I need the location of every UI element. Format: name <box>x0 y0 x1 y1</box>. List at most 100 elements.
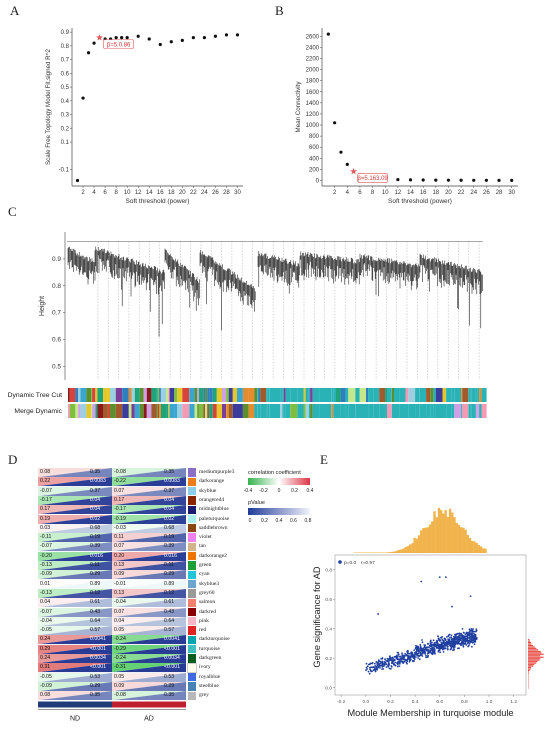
data-point <box>472 178 476 182</box>
ad-correlation-cell <box>112 672 186 682</box>
dynamic-tree-cut-band <box>107 388 110 402</box>
merge-dynamic-band <box>468 404 471 418</box>
merge-dynamic-band <box>479 404 482 418</box>
gene-point <box>475 629 478 632</box>
pvalue-text: 0.02 <box>164 515 175 522</box>
gene-point <box>456 637 459 640</box>
panel-label-a: A <box>10 3 20 18</box>
module-color-swatch <box>187 662 197 674</box>
module-legend-item: green <box>188 561 248 570</box>
dynamic-tree-cut-band <box>226 388 229 402</box>
top-marginal-bar <box>484 548 487 553</box>
correlation-text: -0.29 <box>114 645 126 652</box>
x-tick-label: 28 <box>223 190 230 196</box>
nd-pvalue-cell <box>38 505 112 515</box>
y-tick-label: 0 <box>316 178 320 184</box>
pvalue-text: 0.61 <box>90 599 101 606</box>
heatmap-row: -0.20 0.016 0.20 0.016 <box>38 551 186 561</box>
gene-point-outlier <box>451 605 453 608</box>
gene-point <box>475 637 478 640</box>
dynamic-tree-cut-band <box>435 388 443 402</box>
correlation-text: 0.08 <box>40 692 51 699</box>
dynamic-tree-cut-band <box>169 388 175 402</box>
x-tick-label: 0.8 <box>461 699 468 705</box>
dynamic-tree-cut-band <box>139 388 144 402</box>
pvalue-text: 0.12 <box>90 589 101 596</box>
data-point <box>86 51 91 55</box>
annotation-marker <box>338 560 342 564</box>
top-marginal-bar <box>353 552 356 553</box>
correlation-text: -0.24 <box>114 655 126 661</box>
top-marginal-bar <box>373 552 376 553</box>
nd-correlation-cell <box>38 514 112 524</box>
data-point <box>326 32 330 36</box>
nd-correlation-cell <box>38 486 112 496</box>
heatmap-row: -0.09 0.29 0.09 0.29 <box>38 570 186 580</box>
nd-pvalue-cell <box>38 663 112 673</box>
gene-point <box>456 633 458 636</box>
gene-point <box>461 637 463 640</box>
merge-dynamic-band <box>91 404 93 418</box>
ad-correlation-cell <box>112 616 186 627</box>
nd-pvalue-cell <box>38 635 112 645</box>
gene-point <box>370 670 372 673</box>
module-color-swatch <box>188 607 196 617</box>
right-marginal-bar <box>528 677 529 679</box>
pvalue-text: 0.0083 <box>164 478 180 485</box>
gene-point <box>452 646 455 649</box>
gene-point <box>366 665 369 668</box>
x-axis-label: Soft threshold (power) <box>126 198 190 205</box>
heatmap-row: -0.05 0.53 0.05 0.53 <box>38 672 186 682</box>
gene-point <box>367 670 370 673</box>
module-legend-item: mediumpurple3 <box>188 468 248 477</box>
heatmap-row: -0.04 0.64 0.04 0.64 <box>38 616 186 627</box>
nd-correlation-cell <box>38 691 112 701</box>
module-name: skyblue <box>199 487 217 494</box>
data-point <box>235 33 240 37</box>
module-color-swatch <box>188 635 196 645</box>
y-tick-label: 2000 <box>306 68 320 74</box>
y-tick-label: 0.5 <box>52 364 61 371</box>
ad-correlation-cell <box>112 598 186 608</box>
heatmap-row-cells <box>38 579 186 589</box>
nd-correlation-cell <box>38 626 112 636</box>
nd-pvalue-cell <box>38 551 112 561</box>
merge-dynamic-band <box>312 404 315 418</box>
gene-point <box>371 666 374 669</box>
gene-point <box>392 663 395 666</box>
pvalue-text: 0.04 <box>164 506 175 513</box>
merge-dynamic-band <box>408 404 416 418</box>
y-tick-label: 0.6 <box>61 71 70 77</box>
dynamic-tree-cut-band <box>297 388 300 402</box>
heatmap-row: 0.22 0.0083 -0.22 0.0083 <box>38 477 186 487</box>
dynamic-tree-cut-band <box>355 388 360 402</box>
nd-pvalue-cell <box>38 579 112 589</box>
x-tick-label: 6 <box>358 190 362 196</box>
gene-point <box>387 662 390 664</box>
data-point <box>136 34 140 38</box>
gene-point <box>445 645 447 647</box>
y-tick-label: 0.9 <box>52 256 61 263</box>
gene-point <box>423 650 426 653</box>
module-color-swatch <box>188 468 196 477</box>
correlation-text: 0.17 <box>114 496 125 503</box>
right-marginal-bar <box>528 656 544 658</box>
dynamic-tree-cut-band <box>157 388 160 402</box>
merge-dynamic-band <box>169 404 175 418</box>
correlation-text: 0.07 <box>114 543 125 550</box>
y-axis-label: Height <box>39 296 46 316</box>
gene-point <box>420 648 423 651</box>
gene-point <box>456 639 459 641</box>
gene-point <box>396 662 399 665</box>
gene-point <box>474 634 477 637</box>
merge-dynamic-band <box>454 404 462 418</box>
heatmap-row-cells <box>38 514 186 524</box>
nd-pvalue-cell <box>38 468 112 478</box>
gene-point <box>421 655 424 657</box>
heatmap-row-cells <box>38 607 186 617</box>
dynamic-tree-cut-band <box>174 388 178 402</box>
gene-point <box>385 663 388 666</box>
module-color-swatch <box>188 533 196 542</box>
right-marginal-bar <box>528 686 529 688</box>
gene-point <box>401 654 404 657</box>
